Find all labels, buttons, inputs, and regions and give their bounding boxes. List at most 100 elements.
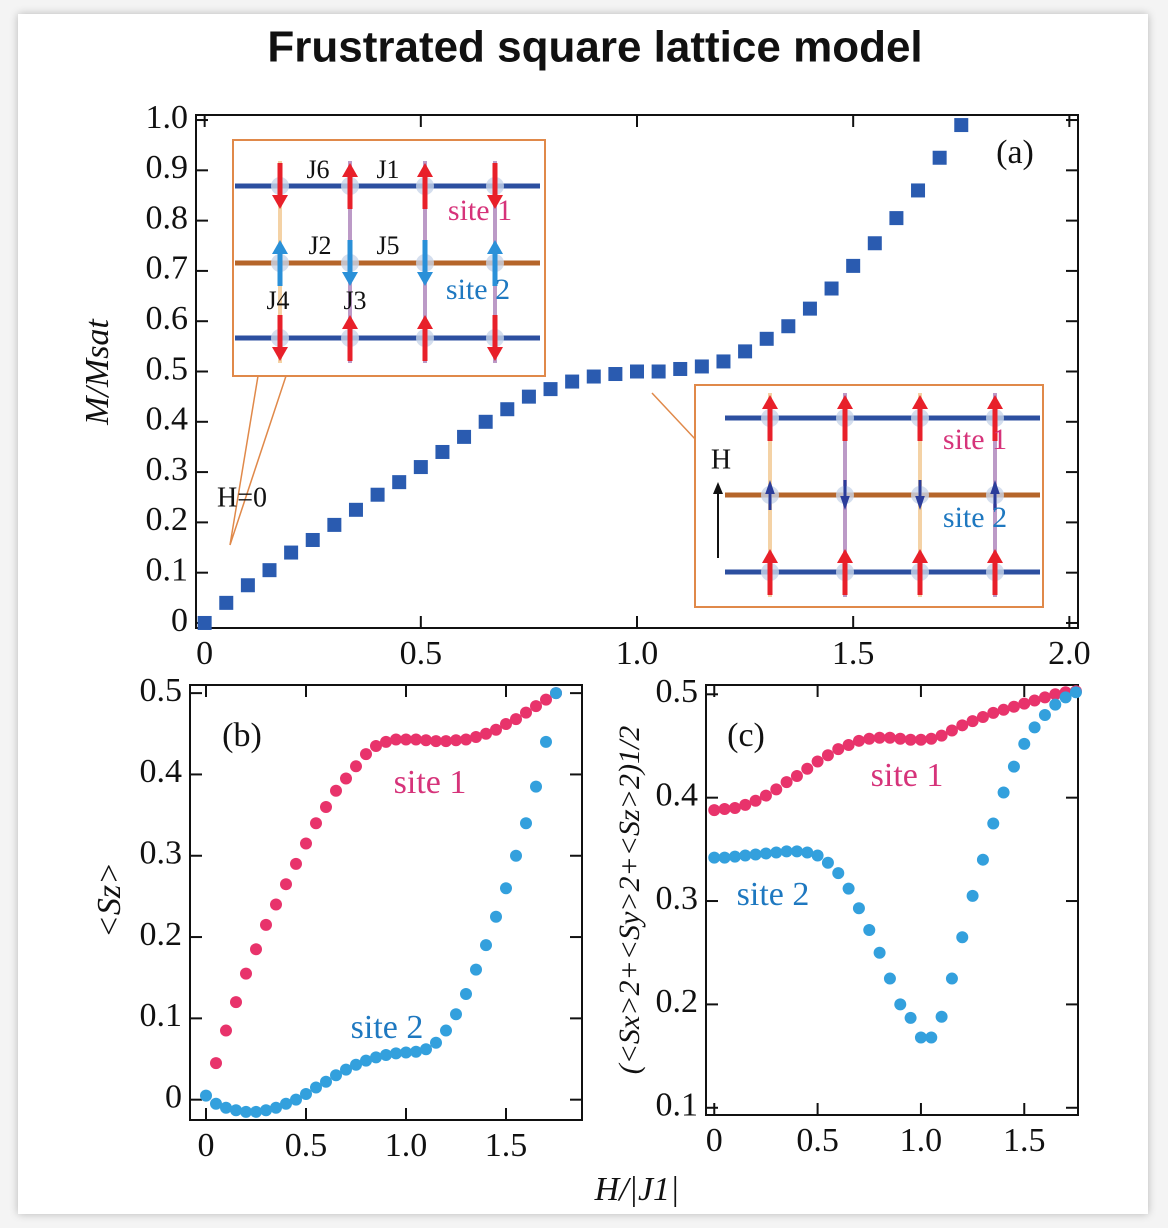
y-tick-label: 0.6: [146, 300, 189, 337]
point: [305, 532, 320, 547]
point: [873, 731, 886, 744]
point: [480, 939, 492, 952]
point: [1007, 760, 1020, 773]
point: [320, 800, 332, 813]
point: [440, 1024, 452, 1037]
point: [976, 711, 989, 724]
point: [470, 963, 482, 976]
point: [718, 851, 731, 864]
point: [350, 760, 362, 773]
spin-head: [990, 480, 1000, 494]
point: [925, 732, 938, 745]
annotation: J3: [343, 286, 366, 315]
x-tick-label: 1.5: [485, 1127, 528, 1164]
point: [219, 595, 234, 610]
annotation: J4: [266, 286, 289, 315]
point: [270, 1101, 282, 1114]
point: [300, 1087, 312, 1100]
y-tick-label: 0.7: [146, 250, 189, 287]
point: [759, 847, 772, 860]
point: [340, 772, 352, 785]
point: [420, 1043, 432, 1056]
point: [883, 731, 896, 744]
y-tick-label: 0: [165, 1078, 182, 1115]
x-axis-label: H/|J1|: [594, 1171, 680, 1208]
spin-head: [840, 496, 850, 510]
point: [400, 733, 412, 746]
y-tick-label: 0.3: [146, 451, 189, 488]
point: [759, 789, 772, 802]
point: [894, 732, 907, 745]
point: [390, 1047, 402, 1060]
spin-head: [487, 240, 503, 254]
series-label: site 1: [394, 764, 467, 801]
point: [500, 882, 512, 895]
point: [310, 1081, 322, 1094]
point: [586, 369, 601, 384]
point: [935, 1010, 948, 1023]
spin-head: [417, 163, 433, 177]
point: [846, 258, 861, 273]
point: [392, 475, 407, 490]
point: [883, 972, 896, 985]
point: [889, 211, 904, 226]
spin-head: [912, 395, 928, 409]
point: [1018, 737, 1031, 750]
point: [997, 703, 1010, 716]
point: [197, 615, 212, 630]
point: [240, 967, 252, 980]
point: [230, 1104, 242, 1117]
point: [956, 719, 969, 732]
point: [400, 1046, 412, 1059]
point: [540, 735, 552, 748]
point: [904, 733, 917, 746]
point: [811, 755, 824, 768]
annotation: (a): [996, 134, 1034, 171]
point: [873, 946, 886, 959]
point: [997, 786, 1010, 799]
point: [450, 734, 462, 747]
y-tick-label: 0.5: [146, 350, 189, 387]
point: [360, 748, 372, 761]
point: [210, 1057, 222, 1070]
point: [651, 364, 666, 379]
spin-head: [837, 549, 853, 563]
y-axis-label: (<Sx>2+<Sy>2+<Sz>2)1/2: [613, 726, 646, 1075]
point: [327, 517, 342, 532]
y-tick-label: 0.1: [140, 997, 183, 1034]
point: [914, 733, 927, 746]
point: [894, 998, 907, 1011]
point: [210, 1097, 222, 1110]
point: [932, 150, 947, 165]
point: [430, 1036, 442, 1049]
point: [470, 731, 482, 744]
spin-head: [487, 347, 503, 361]
series-label: site 2: [737, 876, 810, 913]
series-label: site 1: [871, 757, 944, 794]
point: [240, 1105, 252, 1118]
point: [390, 733, 402, 746]
point: [290, 1093, 302, 1106]
point: [457, 429, 472, 444]
y-tick-label: 0.5: [140, 672, 183, 709]
point: [718, 803, 731, 816]
point: [801, 762, 814, 775]
point: [310, 817, 322, 830]
spin-head: [912, 549, 928, 563]
y-tick-label: 1.0: [146, 99, 189, 136]
point: [550, 687, 562, 700]
x-tick-label: 1.0: [616, 635, 659, 672]
spin-head: [342, 315, 358, 329]
annotation: (c): [727, 717, 765, 754]
point: [530, 780, 542, 793]
point: [630, 364, 644, 379]
point: [440, 735, 452, 748]
x-tick-label: 0.5: [796, 1122, 839, 1159]
x-tick-label: 1.5: [1003, 1122, 1046, 1159]
point: [1038, 708, 1051, 721]
point: [410, 1045, 422, 1058]
x-tick-label: 1.0: [900, 1122, 943, 1159]
point: [780, 776, 793, 789]
point: [1028, 721, 1041, 734]
